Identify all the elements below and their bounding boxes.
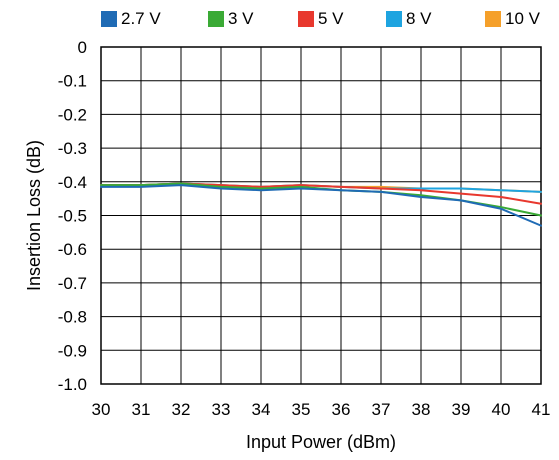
x-tick-label: 30 — [92, 400, 111, 419]
y-tick-label: -0.3 — [58, 139, 87, 158]
y-tick-label: -0.2 — [58, 105, 87, 124]
legend-label-10v: 10 V — [505, 9, 540, 28]
legend-item-2-7v: 2.7 V — [101, 8, 161, 30]
legend-item-3v: 3 V — [208, 8, 254, 30]
legend-label-8v: 8 V — [406, 9, 432, 28]
y-tick-label: -0.1 — [58, 72, 87, 91]
y-tick-label: -0.4 — [58, 173, 87, 192]
x-tick-label: 38 — [412, 400, 431, 419]
legend-swatch-8v — [386, 11, 402, 27]
x-tick-label: 33 — [212, 400, 231, 419]
x-tick-label: 36 — [332, 400, 351, 419]
y-tick-label: 0 — [78, 38, 87, 57]
legend-swatch-10v — [485, 11, 501, 27]
series-line-2-7-v — [100, 184, 542, 227]
legend-item-10v: 10 V — [485, 8, 540, 30]
legend-item-5v: 5 V — [298, 8, 344, 30]
chart-legend: 2.7 V 3 V 5 V 8 V 10 V — [101, 8, 551, 30]
y-tick-label: -0.5 — [58, 207, 87, 226]
y-tick-label: -0.8 — [58, 308, 87, 327]
x-tick-label: 39 — [452, 400, 471, 419]
y-tick-label: -0.6 — [58, 240, 87, 259]
y-tick-label: -0.7 — [58, 274, 87, 293]
x-tick-label: 37 — [372, 400, 391, 419]
x-tick-label: 40 — [492, 400, 511, 419]
x-tick-label: 35 — [292, 400, 311, 419]
y-axis-title: Insertion Loss (dB) — [24, 140, 44, 291]
legend-swatch-5v — [298, 11, 314, 27]
legend-swatch-3v — [208, 11, 224, 27]
legend-label-2-7v: 2.7 V — [121, 9, 161, 28]
x-axis-title: Input Power (dBm) — [246, 432, 396, 452]
x-tick-label: 31 — [132, 400, 151, 419]
y-tick-label: -1.0 — [58, 375, 87, 394]
x-tick-label: 34 — [252, 400, 271, 419]
y-tick-label: -0.9 — [58, 341, 87, 360]
legend-label-5v: 5 V — [318, 9, 344, 28]
legend-swatch-2-7v — [101, 11, 117, 27]
x-tick-label: 41 — [532, 400, 551, 419]
legend-item-8v: 8 V — [386, 8, 432, 30]
legend-label-3v: 3 V — [228, 9, 254, 28]
x-tick-label: 32 — [172, 400, 191, 419]
